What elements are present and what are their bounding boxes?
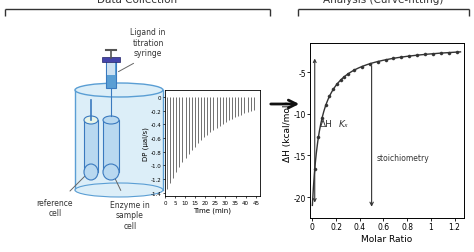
Point — [340, 75, 348, 79]
Ellipse shape — [75, 183, 163, 197]
Point — [398, 56, 405, 60]
Point — [344, 73, 352, 77]
Bar — [107, 61, 115, 76]
Ellipse shape — [84, 116, 98, 124]
Bar — [84, 120, 98, 172]
X-axis label: Molar Ratio: Molar Ratio — [361, 234, 413, 243]
Point — [382, 58, 389, 62]
Text: stoichiometry: stoichiometry — [376, 153, 429, 162]
Y-axis label: ΔH (kcal/mol): ΔH (kcal/mol) — [283, 101, 292, 162]
Point — [358, 65, 365, 69]
Point — [333, 83, 341, 87]
Point — [366, 62, 374, 67]
Point — [329, 88, 337, 92]
Text: Data Collection: Data Collection — [97, 0, 177, 5]
Ellipse shape — [103, 116, 119, 124]
Point — [311, 168, 319, 172]
Text: Ligand in
titration
syringe: Ligand in titration syringe — [130, 28, 166, 58]
Ellipse shape — [75, 84, 163, 98]
Point — [413, 54, 421, 58]
Bar — [102, 58, 120, 63]
Point — [406, 55, 413, 59]
Text: Enzyme in
sample
cell: Enzyme in sample cell — [110, 200, 150, 230]
Text: Kₓ: Kₓ — [338, 120, 348, 129]
Point — [445, 51, 453, 55]
Text: Analysis (Curve-fitting): Analysis (Curve-fitting) — [323, 0, 443, 5]
Point — [319, 116, 326, 120]
Point — [390, 57, 397, 61]
Point — [326, 95, 333, 99]
Point — [453, 51, 461, 55]
Bar — [106, 59, 116, 89]
Point — [374, 60, 382, 64]
Ellipse shape — [103, 164, 119, 180]
Text: ΔH: ΔH — [319, 120, 332, 129]
Point — [421, 53, 429, 57]
Point — [337, 79, 344, 83]
Point — [350, 69, 357, 73]
Y-axis label: DP (μal/s): DP (μal/s) — [143, 127, 149, 161]
Text: reference
cell: reference cell — [37, 198, 73, 217]
Point — [429, 52, 437, 56]
Point — [322, 104, 329, 108]
Bar — [75, 91, 163, 190]
Point — [315, 135, 322, 139]
Ellipse shape — [84, 164, 98, 180]
X-axis label: Time (min): Time (min) — [193, 206, 231, 213]
Point — [438, 52, 445, 56]
Bar — [103, 120, 119, 172]
